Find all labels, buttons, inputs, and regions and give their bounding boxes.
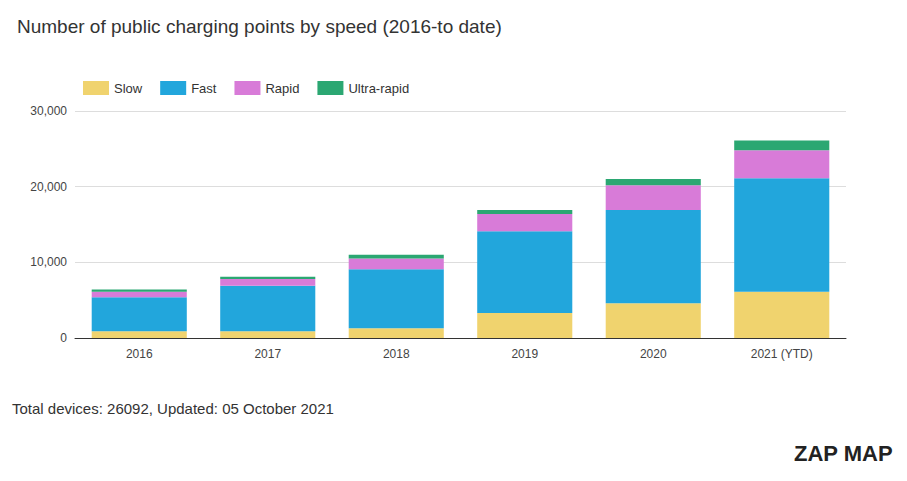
svg-text:2017: 2017	[254, 347, 281, 361]
svg-text:20,000: 20,000	[30, 180, 67, 194]
svg-text:Rapid: Rapid	[265, 81, 299, 96]
svg-text:Number of public charging poin: Number of public charging points by spee…	[17, 16, 502, 37]
svg-text:2021 (YTD): 2021 (YTD)	[751, 347, 813, 361]
svg-text:Total devices: 26092, Updated:: Total devices: 26092, Updated: 05 Octobe…	[12, 400, 334, 417]
svg-text:Fast: Fast	[191, 81, 217, 96]
svg-text:2020: 2020	[640, 347, 667, 361]
svg-text:2016: 2016	[126, 347, 153, 361]
svg-text:ZAP MAP: ZAP MAP	[794, 441, 893, 466]
svg-text:2018: 2018	[383, 347, 410, 361]
svg-text:10,000: 10,000	[30, 255, 67, 269]
svg-text:0: 0	[60, 331, 67, 345]
svg-text:2019: 2019	[511, 347, 538, 361]
svg-text:Slow: Slow	[114, 81, 143, 96]
svg-text:30,000: 30,000	[30, 104, 67, 118]
svg-text:Ultra-rapid: Ultra-rapid	[348, 81, 409, 96]
